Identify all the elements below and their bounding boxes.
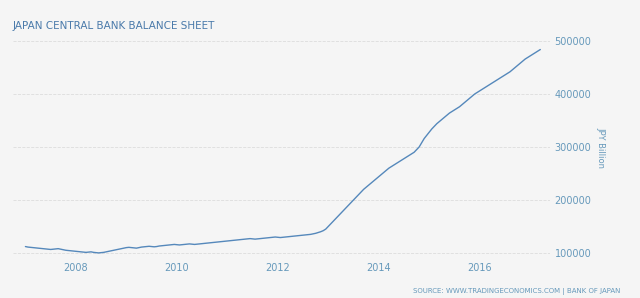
Text: SOURCE: WWW.TRADINGECONOMICS.COM | BANK OF JAPAN: SOURCE: WWW.TRADINGECONOMICS.COM | BANK … (413, 288, 621, 295)
Y-axis label: JPY Billion: JPY Billion (596, 127, 605, 168)
Text: JAPAN CENTRAL BANK BALANCE SHEET: JAPAN CENTRAL BANK BALANCE SHEET (13, 21, 215, 31)
